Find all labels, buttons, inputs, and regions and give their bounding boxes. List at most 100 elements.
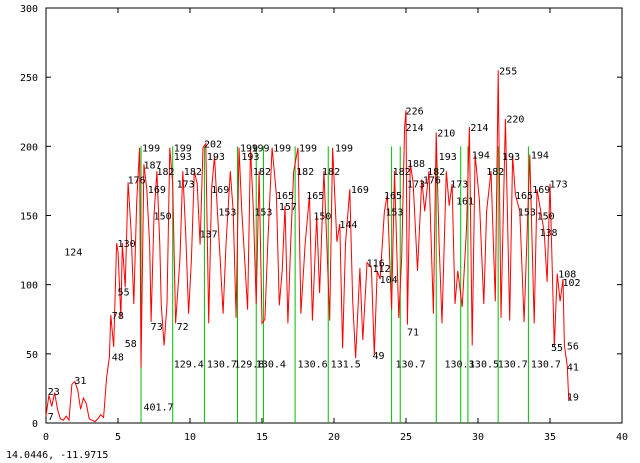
peak-label: 199 xyxy=(251,144,269,155)
y-tick-label: 50 xyxy=(26,350,38,361)
peak-label: 193 xyxy=(241,152,259,163)
peak-label: 161 xyxy=(456,196,474,207)
peak-label: 176 xyxy=(128,176,146,187)
peak-label: 182 xyxy=(253,167,271,178)
peak-label: 130.7 xyxy=(395,360,425,371)
peak-label: 182 xyxy=(296,167,314,178)
peak-label: 182 xyxy=(393,167,411,178)
y-tick-label: 300 xyxy=(20,4,38,15)
peak-labels: 23 7 31 124 48 78 55 130 58 176 199 187 169 150 73 401.… xyxy=(48,66,581,423)
peak-label: 112 xyxy=(372,264,390,275)
peak-label: 153 xyxy=(385,207,403,218)
x-tick-label: 5 xyxy=(115,432,121,443)
peak-label: 144 xyxy=(339,220,357,231)
peak-label: 78 xyxy=(112,311,124,322)
axis-ticks: 0 5 10 15 20 25 30 35 40 0 50 100 150 200 250 300 xyxy=(20,4,628,443)
peak-label: 55 xyxy=(551,343,563,354)
peak-label: 130.7 xyxy=(207,360,237,371)
x-tick-label: 25 xyxy=(400,432,412,443)
peak-label: 129.8 xyxy=(234,360,264,371)
peak-label: 150 xyxy=(154,212,172,223)
peak-label: 194 xyxy=(472,151,490,162)
peak-label: 153 xyxy=(518,207,536,218)
peak-label: 210 xyxy=(437,129,455,140)
peak-label: 401.7 xyxy=(143,402,173,413)
peak-label: 199 xyxy=(299,144,317,155)
cursor-readout: 14.0446, -11.9715 xyxy=(6,450,109,461)
y-tick-label: 100 xyxy=(20,281,38,292)
x-tick-label: 20 xyxy=(328,432,340,443)
x-tick-label: 40 xyxy=(616,432,628,443)
peak-label: 187 xyxy=(143,160,161,171)
peak-label: 188 xyxy=(407,159,425,170)
peak-label: 165 xyxy=(276,191,294,202)
peak-label: 19 xyxy=(567,393,579,404)
peak-label: 102 xyxy=(563,278,581,289)
peak-label: 214 xyxy=(470,123,488,134)
peak-label: 130.5 xyxy=(469,360,499,371)
x-tick-label: 15 xyxy=(256,432,268,443)
peak-label: 220 xyxy=(506,115,524,126)
peak-label: 56 xyxy=(567,342,579,353)
peak-label: 116 xyxy=(367,259,385,270)
peak-label: 173 xyxy=(450,180,468,191)
peak-label: 150 xyxy=(313,212,331,223)
peak-label: 129.4 xyxy=(174,360,204,371)
x-tick-label: 0 xyxy=(43,432,49,443)
peak-label: 173 xyxy=(407,180,425,191)
plot-area[interactable] xyxy=(45,7,623,424)
peak-label: 104 xyxy=(380,275,398,286)
peak-label: 182 xyxy=(486,167,504,178)
peak-label: 169 xyxy=(211,185,229,196)
peak-label: 157 xyxy=(279,202,297,213)
peak-label: 130.6 xyxy=(298,360,328,371)
peak-label: 165 xyxy=(384,191,402,202)
peak-label: 23 xyxy=(48,387,60,398)
peak-label: 182 xyxy=(322,167,340,178)
peak-label: 169 xyxy=(532,185,550,196)
peak-label: 108 xyxy=(558,270,576,281)
peak-label: 169 xyxy=(148,185,166,196)
x-tick-label: 35 xyxy=(544,432,556,443)
peak-label: 255 xyxy=(499,66,517,77)
peak-label: 165 xyxy=(515,191,533,202)
peak-label: 41 xyxy=(567,362,579,373)
y-tick-label: 200 xyxy=(20,142,38,153)
data-trace xyxy=(45,70,571,423)
y-tick-label: 150 xyxy=(20,212,38,223)
x-tick-label: 10 xyxy=(184,432,196,443)
peak-label: 130.7 xyxy=(531,360,561,371)
peak-label: 173 xyxy=(550,180,568,191)
peak-label: 137 xyxy=(200,229,218,240)
peak-label: 7 xyxy=(48,412,54,423)
peak-label: 193 xyxy=(439,152,457,163)
peak-label: 193 xyxy=(174,152,192,163)
peak-label: 176 xyxy=(423,176,441,187)
peak-label: 58 xyxy=(125,339,137,350)
peak-label: 153 xyxy=(218,207,236,218)
peak-label: 150 xyxy=(537,212,555,223)
peak-label: 182 xyxy=(427,167,445,178)
peak-label: 173 xyxy=(177,180,195,191)
peak-label: 72 xyxy=(177,322,189,333)
peak-label: 202 xyxy=(204,140,222,151)
peak-label: 199 xyxy=(240,144,258,155)
peak-label: 138 xyxy=(539,228,557,239)
peak-label: 214 xyxy=(406,123,424,134)
y-tick-label: 0 xyxy=(32,419,38,430)
peak-label: 71 xyxy=(407,328,419,339)
peak-label: 226 xyxy=(406,106,424,117)
peak-label: 31 xyxy=(74,376,86,387)
peak-label: 55 xyxy=(118,288,130,299)
peak-label: 73 xyxy=(151,322,163,333)
peak-label: 153 xyxy=(254,207,272,218)
peak-label: 199 xyxy=(142,144,160,155)
peak-label: 169 xyxy=(351,185,369,196)
peak-label: 131.5 xyxy=(331,360,361,371)
x-tick-label: 30 xyxy=(472,432,484,443)
peak-label: 193 xyxy=(502,152,520,163)
peak-label: 182 xyxy=(156,167,174,178)
peak-label: 124 xyxy=(64,247,82,258)
peak-label: 199 xyxy=(174,144,192,155)
